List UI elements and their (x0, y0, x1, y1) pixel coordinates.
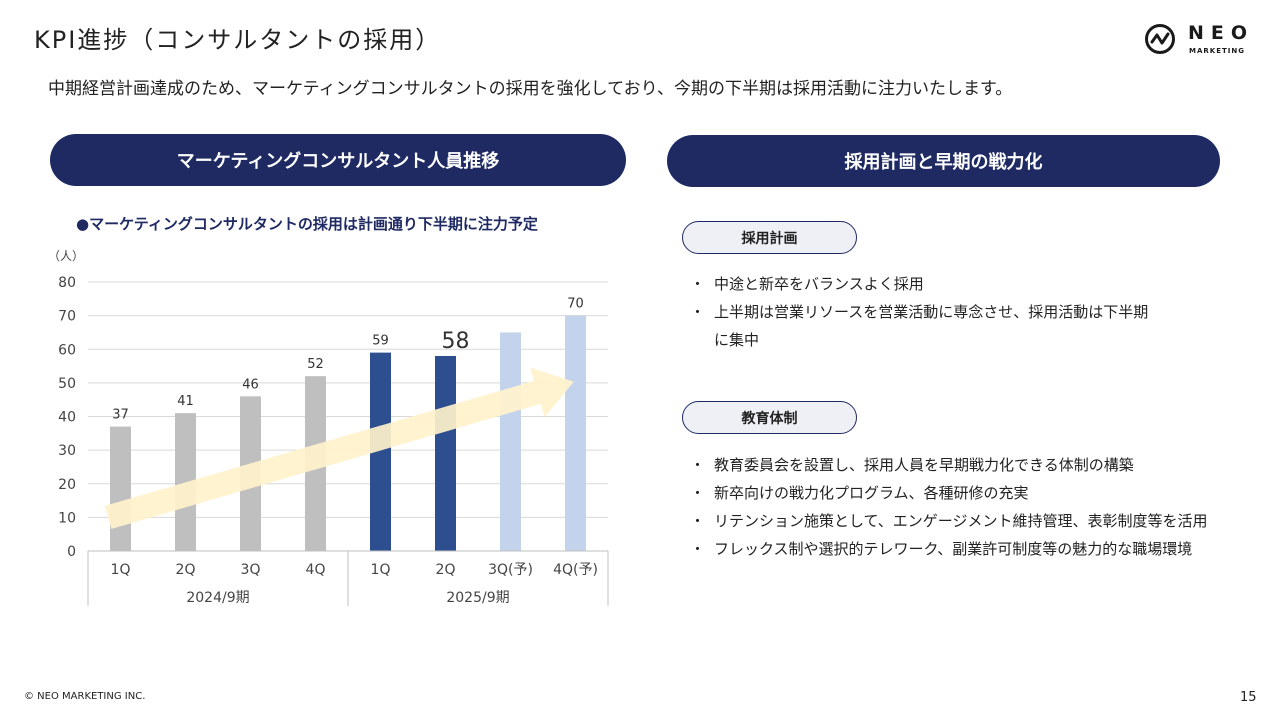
group-label: 2024/9期 (186, 590, 249, 606)
education-list: 教育委員会を設置し、採用人員を早期戦力化できる体制の構築 新卒向けの戦力化プログ… (690, 451, 1230, 563)
data-label: 46 (242, 377, 259, 392)
bar (435, 355, 456, 551)
y-tick-label: 0 (67, 544, 76, 560)
bar (370, 352, 391, 551)
neo-logo-icon (1145, 24, 1175, 54)
headcount-bar-chart: 0 10 20 30 40 50 60 70 80 （人） 37 41 46 52 59 58 70 1Q 2Q 3Q… (48, 249, 609, 606)
x-tick-label: 2Q (436, 562, 456, 578)
y-axis-label: （人） (48, 249, 84, 263)
y-tick-label: 80 (58, 275, 76, 291)
group-label: 2025/9期 (446, 590, 509, 606)
y-tick-label: 70 (58, 309, 76, 325)
x-tick-label: 2Q (176, 562, 196, 578)
plan-item-continued: に集中 (714, 331, 760, 349)
right-panel-heading: 採用計画と早期の戦力化 (667, 135, 1220, 187)
left-panel-heading: マーケティングコンサルタント人員推移 (50, 134, 626, 186)
bar (565, 315, 586, 551)
plan-item: 上半期は営業リソースを営業活動に専念させ、採用活動は下半期 (690, 298, 1210, 326)
data-label: 70 (567, 297, 584, 312)
bar (500, 332, 521, 551)
copyright: © NEO MARKETING INC. (24, 691, 146, 702)
lead-text: 中期経営計画達成のため、マーケティングコンサルタントの採用を強化しており、今期の… (48, 79, 1013, 99)
x-tick-label: 3Q(予) (488, 562, 533, 578)
chart-subtitle: ●マーケティングコンサルタントの採用は計画通り下半期に注力予定 (76, 215, 538, 233)
page-number: 15 (1240, 690, 1257, 705)
x-tick-label: 4Q(予) (553, 562, 598, 578)
education-item: 新卒向けの戦力化プログラム、各種研修の充実 (690, 479, 1230, 507)
plan-item: 中途と新卒をバランスよく採用 (690, 270, 1210, 298)
data-label: 59 (372, 334, 389, 349)
education-item: フレックス制や選択的テレワーク、副業許可制度等の魅力的な職場環境 (690, 535, 1230, 563)
data-label: 37 (112, 408, 129, 423)
education-item: リテンション施策として、エンゲージメント維持管理、表彰制度等を活用 (690, 507, 1230, 535)
plan-list: 中途と新卒をバランスよく採用 上半期は営業リソースを営業活動に専念させ、採用活動… (690, 270, 1210, 354)
logo-wordmark: NEO (1188, 22, 1255, 44)
y-tick-label: 20 (58, 477, 76, 493)
x-tick-label: 1Q (371, 562, 391, 578)
y-tick-label: 10 (58, 510, 76, 526)
education-item: 教育委員会を設置し、採用人員を早期戦力化できる体制の構築 (690, 451, 1230, 479)
y-tick-label: 60 (58, 342, 76, 358)
x-tick-label: 4Q (306, 562, 326, 578)
data-label: 58 (442, 329, 470, 354)
y-tick-label: 50 (58, 376, 76, 392)
x-tick-label: 1Q (111, 562, 131, 578)
plan-tag: 採用計画 (682, 221, 857, 254)
y-tick-label: 40 (58, 410, 76, 426)
trend-arrow (104, 367, 574, 529)
bar (110, 426, 131, 551)
education-tag: 教育体制 (682, 401, 857, 434)
x-tick-label: 3Q (241, 562, 261, 578)
y-tick-label: 30 (58, 443, 76, 459)
page-title: KPI進捗（コンサルタントの採用） (34, 26, 442, 54)
data-label: 52 (307, 357, 324, 372)
logo-subtext: MARKETING (1189, 47, 1245, 55)
data-label: 41 (177, 394, 194, 409)
bar (175, 413, 196, 551)
